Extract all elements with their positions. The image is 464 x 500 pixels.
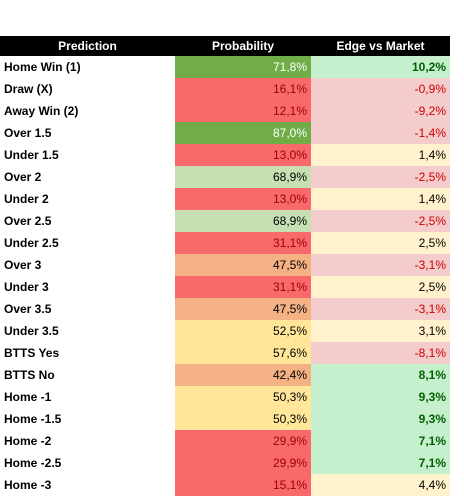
- edge-cell: 7,1%: [311, 430, 450, 452]
- probability-cell: 87,0%: [175, 122, 311, 144]
- table: Prediction Probability Edge vs Market Ho…: [0, 36, 450, 496]
- table-row: Over 3.5 47,5% -3,1%: [0, 298, 450, 320]
- edge-cell: -3,1%: [311, 254, 450, 276]
- edge-cell: 2,5%: [311, 276, 450, 298]
- probability-cell: 68,9%: [175, 210, 311, 232]
- table-row: Over 1.5 87,0% -1,4%: [0, 122, 450, 144]
- edge-cell: 1,4%: [311, 188, 450, 210]
- prediction-cell: Over 3.5: [4, 302, 52, 316]
- prediction-cell: Under 3: [4, 280, 49, 294]
- prediction-cell: Home -2: [4, 434, 52, 448]
- prediction-cell: Draw (X): [4, 82, 53, 96]
- prediction-cell: Over 2: [4, 170, 42, 184]
- prediction-cell: Under 1.5: [4, 148, 59, 162]
- header-cell: Prediction: [58, 39, 117, 53]
- edge-cell: 10,2%: [311, 56, 450, 78]
- edge-cell: -9,2%: [311, 100, 450, 122]
- edge-cell: 4,4%: [311, 474, 450, 496]
- probability-cell: 50,3%: [175, 386, 311, 408]
- prediction-cell: Under 3.5: [4, 324, 59, 338]
- table-row: Under 2.5 31,1% 2,5%: [0, 232, 450, 254]
- probability-cell: 12,1%: [175, 100, 311, 122]
- edge-cell: -2,5%: [311, 210, 450, 232]
- edge-cell: -1,4%: [311, 122, 450, 144]
- table-row: BTTS Yes 57,6% -8,1%: [0, 342, 450, 364]
- table-row: Over 2 68,9% -2,5%: [0, 166, 450, 188]
- probability-cell: 57,6%: [175, 342, 311, 364]
- edge-cell: 9,3%: [311, 386, 450, 408]
- probability-cell: 16,1%: [175, 78, 311, 100]
- table-row: Home -2 29,9% 7,1%: [0, 430, 450, 452]
- probability-cell: 42,4%: [175, 364, 311, 386]
- probability-cell: 47,5%: [175, 254, 311, 276]
- edge-cell: 1,4%: [311, 144, 450, 166]
- edge-cell: -0,9%: [311, 78, 450, 100]
- prediction-cell: Home Win (1): [4, 60, 81, 74]
- table-row: BTTS No 42,4% 8,1%: [0, 364, 450, 386]
- probability-cell: 31,1%: [175, 276, 311, 298]
- edge-cell: 7,1%: [311, 452, 450, 474]
- prediction-cell: Over 1.5: [4, 126, 52, 140]
- prediction-cell: Home -3: [4, 478, 52, 492]
- header-cell: Edge vs Market: [336, 39, 425, 53]
- edge-cell: -8,1%: [311, 342, 450, 364]
- prediction-cell: Under 2.5: [4, 236, 59, 250]
- table-row: Under 3 31,1% 2,5%: [0, 276, 450, 298]
- table-row: Home Win (1) 71,8% 10,2%: [0, 56, 450, 78]
- edge-cell: -3,1%: [311, 298, 450, 320]
- table-row: Over 3 47,5% -3,1%: [0, 254, 450, 276]
- edge-cell: 9,3%: [311, 408, 450, 430]
- edge-cell: 2,5%: [311, 232, 450, 254]
- probability-cell: 71,8%: [175, 56, 311, 78]
- table-row: Under 3.5 52,5% 3,1%: [0, 320, 450, 342]
- probability-cell: 13,0%: [175, 188, 311, 210]
- prediction-cell: Over 2.5: [4, 214, 52, 228]
- prediction-cell: Home -1: [4, 390, 52, 404]
- prediction-cell: BTTS No: [4, 368, 55, 382]
- probability-cell: 47,5%: [175, 298, 311, 320]
- probability-cell: 50,3%: [175, 408, 311, 430]
- prediction-cell: Over 3: [4, 258, 42, 272]
- probability-cell: 68,9%: [175, 166, 311, 188]
- probability-cell: 13,0%: [175, 144, 311, 166]
- edge-cell: -2,5%: [311, 166, 450, 188]
- table-row: Under 1.5 13,0% 1,4%: [0, 144, 450, 166]
- prediction-cell: Home -1.5: [4, 412, 62, 426]
- probability-cell: 31,1%: [175, 232, 311, 254]
- table-row: Home -2.5 29,9% 7,1%: [0, 452, 450, 474]
- table-row: Home -1 50,3% 9,3%: [0, 386, 450, 408]
- edge-cell: 3,1%: [311, 320, 450, 342]
- table-row: Under 2 13,0% 1,4%: [0, 188, 450, 210]
- header-cell: Probability: [211, 39, 274, 53]
- table-row: Home -1.5 50,3% 9,3%: [0, 408, 450, 430]
- probability-cell: 29,9%: [175, 452, 311, 474]
- table-row: Away Win (2) 12,1% -9,2%: [0, 100, 450, 122]
- header-row: Prediction Probability Edge vs Market: [0, 36, 450, 56]
- table-row: Draw (X) 16,1% -0,9%: [0, 78, 450, 100]
- prediction-cell: BTTS Yes: [4, 346, 60, 360]
- prediction-cell: Under 2: [4, 192, 49, 206]
- table-row: Home -3 15,1% 4,4%: [0, 474, 450, 496]
- edge-cell: 8,1%: [311, 364, 450, 386]
- probability-cell: 29,9%: [175, 430, 311, 452]
- probability-cell: 52,5%: [175, 320, 311, 342]
- prediction-cell: Away Win (2): [4, 104, 79, 118]
- prediction-cell: Home -2.5: [4, 456, 62, 470]
- probability-cell: 15,1%: [175, 474, 311, 496]
- table-row: Over 2.5 68,9% -2,5%: [0, 210, 450, 232]
